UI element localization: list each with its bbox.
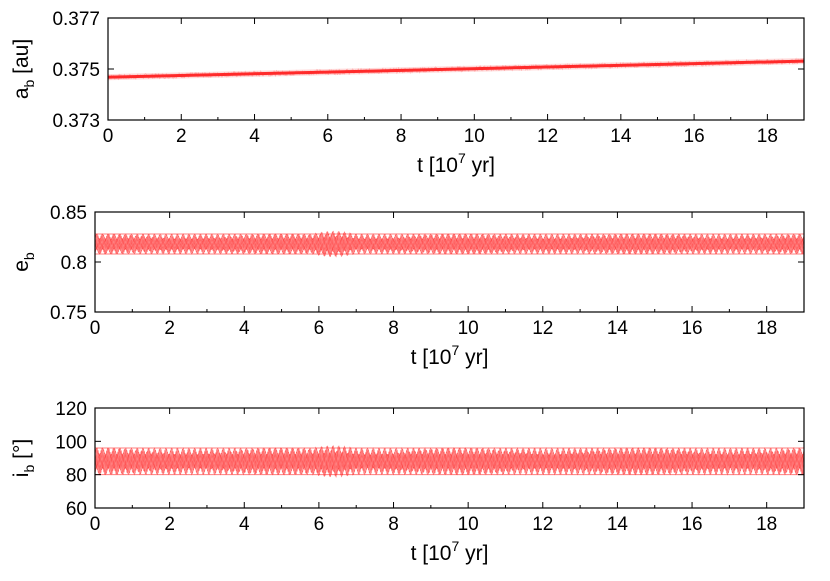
x-tick-label: 4 [239,514,250,535]
x-tick-label: 8 [396,126,407,147]
x-tick-label: 18 [756,514,777,535]
x-tick-label: 2 [164,318,175,339]
x-tick-label: 18 [756,318,777,339]
oscillation-trace [95,233,804,255]
x-tick-label: 8 [388,318,399,339]
y-axis-label: ib [°] [10,439,37,477]
y-axis-label: ab [au] [10,39,37,99]
series-a [108,57,804,81]
x-tick-label: 16 [684,126,705,147]
x-tick-label: 2 [164,514,175,535]
panel-inclination: 0 2 4 6 8 10 12 14 16 18 60 80 100 120 t [107 yr] ib [°… [10,399,805,565]
x-tick-label: 10 [464,126,485,147]
x-tick-label: 10 [458,318,479,339]
y-tick-label: 0.85 [50,203,87,224]
trend-line [108,59,804,79]
plot-frame [94,211,805,313]
x-axis-label: t [107 yr] [417,150,495,177]
x-tick-label: 8 [388,514,399,535]
panel-eccentricity: 0 2 4 6 8 10 12 14 16 18 0.75 0.8 0.85 t [107 yr] eb [10,203,805,369]
x-tick-label: 14 [610,126,632,147]
x-axis-label: t [107 yr] [411,342,489,369]
x-tick-label: 12 [532,514,553,535]
x-tick-label: 14 [607,514,629,535]
x-tick-label: 14 [607,318,629,339]
x-tick-label: 16 [681,318,702,339]
y-axis-label: eb [10,252,37,272]
x-tick-label: 18 [757,126,778,147]
y-tick-label: 0.8 [61,253,87,274]
x-tick-label: 16 [681,514,702,535]
x-tick-label: 10 [458,514,479,535]
x-tick-label: 4 [239,318,250,339]
x-tick-label: 0 [103,126,114,147]
y-tick-label: 100 [55,432,87,453]
y-tick-label: 80 [66,466,87,487]
x-axis-label: t [107 yr] [411,538,489,565]
x-tick-label: 12 [537,126,558,147]
oscillation-trace [95,232,804,256]
x-tick-label: 0 [90,514,101,535]
oscillation-trace [95,447,804,476]
y-tick-label: 0.75 [50,303,87,324]
x-tick-label: 0 [90,318,101,339]
oscillation-trace [95,230,804,258]
series-e [95,230,804,258]
x-tick-label: 12 [532,318,553,339]
panel-semi-major-axis: 0 2 4 6 8 10 12 14 16 18 0.373 0.375 0.377 t [107 yr]… [10,9,805,177]
y-tick-label: 60 [66,499,87,520]
plot-frame [94,407,805,509]
y-tick-label: 0.377 [52,9,100,30]
y-tick-label: 0.373 [52,111,100,132]
series-i [95,445,804,478]
oscillation-trace [95,445,804,478]
x-tick-label: 2 [176,126,187,147]
x-tick-label: 6 [323,126,334,147]
x-tick-label: 4 [249,126,260,147]
x-tick-label: 6 [314,514,325,535]
oscillation-trace [95,446,804,476]
x-tick-label: 6 [314,318,325,339]
y-tick-label: 0.375 [52,60,100,81]
y-tick-label: 120 [55,399,87,420]
